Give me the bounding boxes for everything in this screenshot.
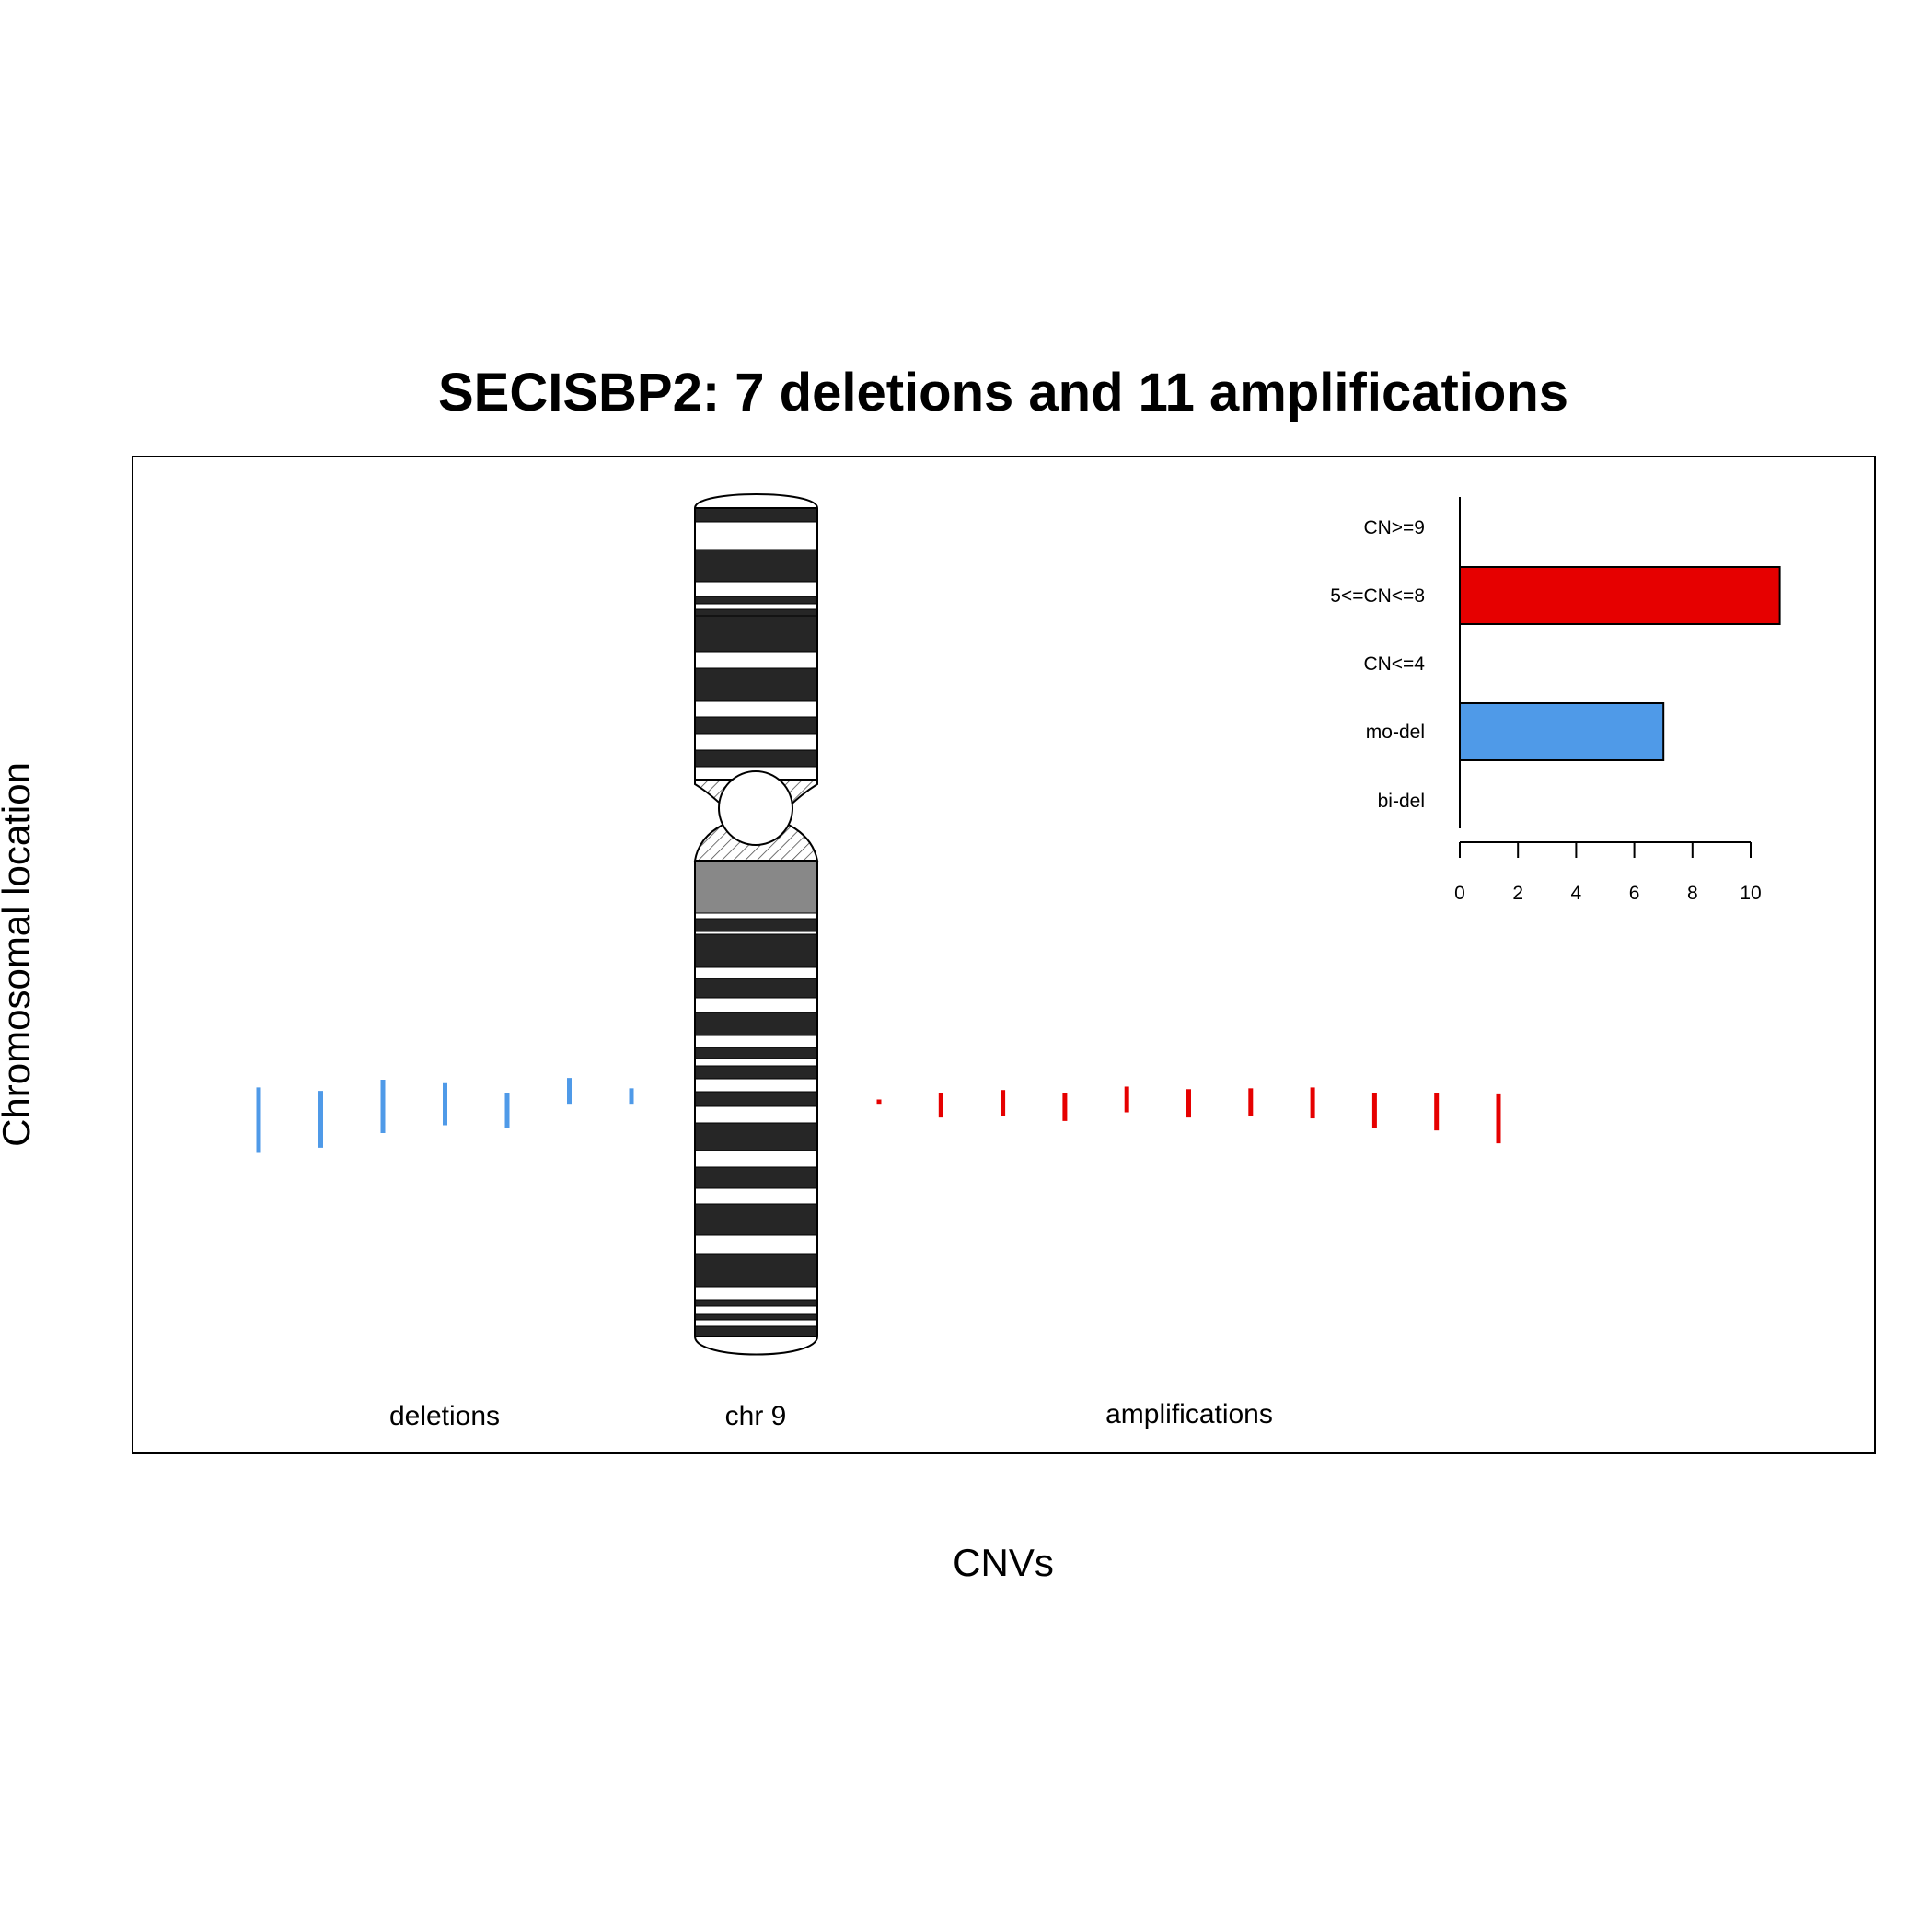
inset-category-label: bi-del: [1378, 791, 1425, 812]
chromosome-band: [694, 997, 818, 1013]
chromosome-band: [694, 918, 818, 932]
inset-bar-chart: CN>=9 5<=CN<=8 CN<=4 mo-del bi-del 0 2 4 6 8 10: [1330, 497, 1781, 904]
chromosome-band: [694, 1065, 818, 1080]
chromosome-band: [694, 1078, 818, 1093]
plot-frame: [132, 456, 1876, 1454]
inset-x-tick-label: 10: [1740, 883, 1761, 904]
chromosome-band: [694, 615, 818, 653]
chromosome-band: [694, 1187, 818, 1205]
chromosome-band: [694, 1091, 818, 1107]
q-arm-bottom-cap: [693, 1336, 819, 1356]
chromosome-band: [694, 1012, 818, 1036]
chromosome-band: [694, 700, 818, 718]
chromosome-band: [694, 549, 818, 583]
chromosome-band: [694, 1305, 818, 1315]
chromosome-band: [694, 1313, 818, 1321]
inset-category-label: 5<=CN<=8: [1330, 585, 1425, 607]
inset-x-tick-label: 4: [1571, 883, 1582, 904]
deletions-label: deletions: [389, 1401, 500, 1431]
inset-category-label: CN>=9: [1363, 517, 1425, 538]
chromosome-band: [694, 1166, 818, 1189]
chromosome-band: [694, 716, 818, 735]
chromosome-band: [694, 1122, 818, 1151]
chromosome-band: [694, 1058, 818, 1067]
chromosome-band: [694, 860, 818, 914]
chromosome-band: [694, 1253, 818, 1288]
chromosome-band: [694, 506, 818, 523]
chromosome-band: [694, 608, 818, 617]
amplification-segments: [876, 1086, 1501, 1144]
chromosome-band: [694, 1325, 818, 1337]
chromosome-band: [694, 1299, 818, 1307]
inset-category-label: CN<=4: [1363, 654, 1425, 675]
chromosome-band: [694, 651, 818, 669]
chromosome-label: chr 9: [725, 1401, 787, 1431]
chromosome-band: [694, 1035, 818, 1048]
chromosome-band: [694, 966, 818, 979]
chromosome-band: [694, 521, 818, 550]
inset-category-label: mo-del: [1366, 722, 1425, 743]
chromosome-band: [694, 603, 818, 610]
amplifications-label: amplifications: [1105, 1399, 1273, 1429]
chromosome-band: [694, 1234, 818, 1255]
inset-bar: [1459, 702, 1665, 761]
chromosome-band: [694, 1150, 818, 1168]
p-arm-top-cap: [693, 493, 819, 509]
chromosome-band: [694, 912, 818, 920]
chromosome-band: [694, 1203, 818, 1236]
chromosome-band: [694, 1286, 818, 1301]
centromere: [718, 770, 793, 846]
chart-title: SECISBP2: 7 deletions and 11 amplificati…: [438, 363, 1568, 422]
chromosome-band: [694, 1319, 818, 1327]
inset-bar: [1459, 566, 1781, 625]
inset-x-tick-label: 0: [1454, 883, 1465, 904]
chromosome-band: [694, 581, 818, 597]
chromosome-bands: [694, 506, 818, 1337]
chromosome-band: [694, 596, 818, 605]
chromosome-band: [694, 667, 818, 702]
chromosome-band: [694, 1047, 818, 1059]
inset-x-tick-label: 2: [1512, 883, 1523, 904]
inset-x-tick-label: 6: [1629, 883, 1640, 904]
chromosome-band: [694, 1105, 818, 1124]
inset-x-tick-label: 8: [1687, 883, 1698, 904]
chromosome-ideogram: [693, 493, 819, 1356]
chromosome-band: [694, 749, 818, 768]
x-axis-title: CNVs: [953, 1541, 1054, 1584]
deletion-segments: [256, 1078, 634, 1153]
chromosome-band: [694, 978, 818, 999]
chromosome-band: [694, 733, 818, 751]
y-axis-title: Chromosomal location: [0, 762, 38, 1147]
chromosome-band: [694, 933, 818, 968]
